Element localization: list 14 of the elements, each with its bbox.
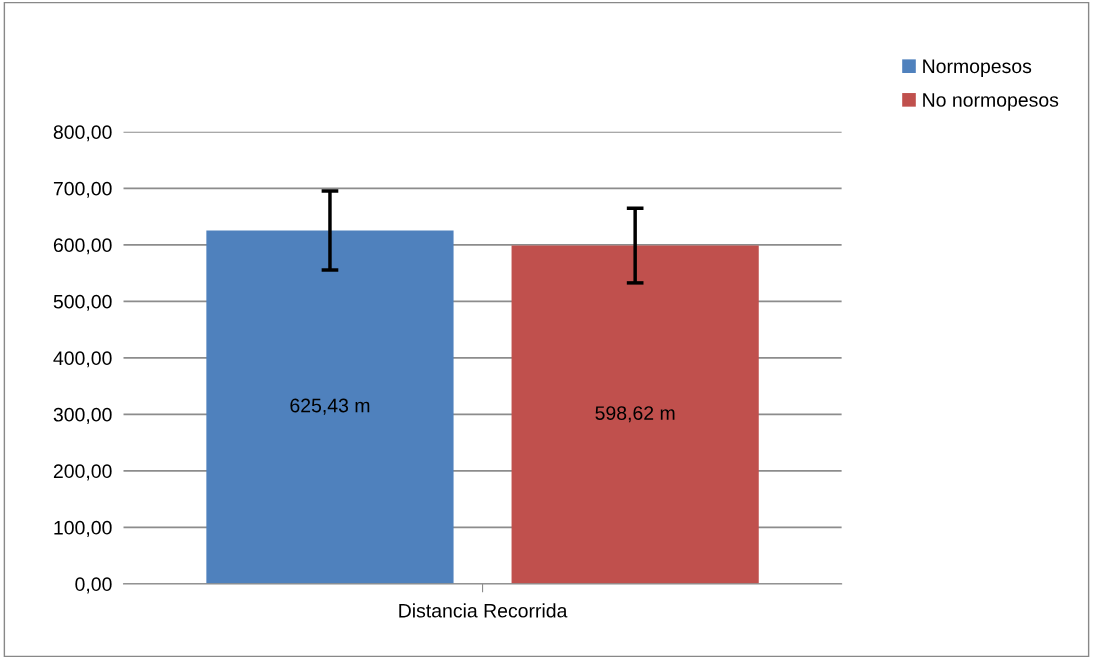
y-tick-label: 800,00 [53, 125, 112, 142]
data-label: 598,62 m [595, 406, 675, 423]
y-tick-label: 300,00 [53, 407, 112, 424]
y-tick-label: 100,00 [54, 520, 112, 537]
y-tick-label: 700,00 [53, 181, 112, 198]
y-tick-label: 600,00 [53, 238, 112, 255]
x-tick-label: Distancia Recorrida [399, 603, 568, 618]
data-label: 625,43 m [290, 398, 370, 415]
legend-label: No normopesos [923, 93, 1059, 111]
legend-label: Normopesos [923, 59, 1032, 78]
y-tick-label: 400,00 [53, 351, 112, 368]
y-tick-label: 500,00 [53, 294, 112, 311]
y-tick-label: 200,00 [53, 464, 112, 481]
y-tick-label: 0,00 [75, 577, 112, 594]
